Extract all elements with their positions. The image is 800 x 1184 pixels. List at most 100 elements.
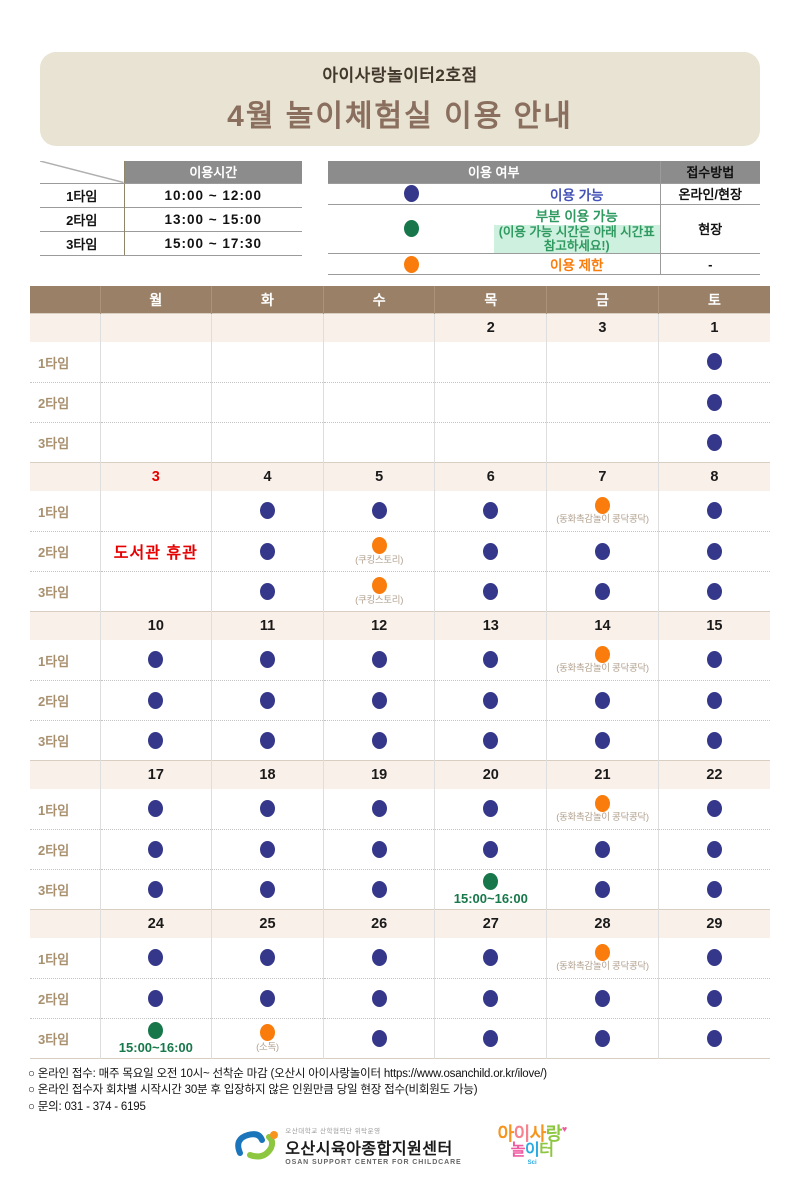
blue-status-dot-icon xyxy=(706,989,722,1007)
method-cell: - xyxy=(659,253,760,276)
time-slot-label: 3타임 xyxy=(40,230,124,256)
blue-status-dot-icon xyxy=(371,651,387,669)
osan-logo-subline: OSAN SUPPORT CENTER FOR CHILDCARE xyxy=(285,1158,462,1166)
calendar-cell xyxy=(211,680,324,721)
calendar-cell xyxy=(211,422,324,463)
date-row-label-cell xyxy=(30,312,100,343)
cell-caption: (동화촉감놀이 콩닥콩닥) xyxy=(556,812,649,824)
calendar-cell xyxy=(546,680,659,721)
calendar-cell: (동화촉감놀이 콩닥콩닥) xyxy=(546,491,659,532)
status-label-cell: 부분 이용 가능 (이용 가능 시간은 아래 시간표 참고하세요!) xyxy=(494,203,660,254)
legend-section: 이용시간 1타임 10:00 ~ 12:00 2타임 13:00 ~ 15:00 3타임… xyxy=(40,161,760,276)
calendar-cell xyxy=(546,531,659,572)
method-cell: 현장 xyxy=(659,203,760,254)
calendar-time-row: 2타임 xyxy=(30,680,770,721)
calendar-cell: (동화촉감놀이 콩닥콩닥) xyxy=(546,789,659,830)
blue-status-dot-icon xyxy=(259,800,275,818)
blue-status-dot-icon xyxy=(706,800,722,818)
calendar-cell xyxy=(211,720,324,761)
calendar-cell xyxy=(657,720,770,761)
status-label-cell: 이용 가능 xyxy=(550,187,604,203)
cell-caption: 15:00~16:00 xyxy=(453,890,528,906)
status-dot-cell xyxy=(328,253,494,276)
time-table-row: 3타임 15:00 ~ 17:30 xyxy=(40,230,302,256)
calendar-cell xyxy=(434,680,547,721)
calendar-cell xyxy=(434,571,547,612)
blue-status-dot-icon xyxy=(594,840,610,858)
calendar-time-row: 3타임 15:00~16:00 (소독) xyxy=(30,1018,770,1059)
note-line: ○ 문의: 031 - 374 - 6195 xyxy=(28,1101,146,1114)
date-cell: 1 xyxy=(657,312,770,343)
blue-status-dot-icon xyxy=(483,582,499,600)
time-slot-label: 2타임 xyxy=(40,206,124,231)
date-cell xyxy=(322,312,435,343)
time-row-label: 1타임 xyxy=(30,789,100,830)
blue-status-dot-icon xyxy=(148,989,164,1007)
blue-status-dot-icon xyxy=(706,731,722,749)
time-slot-label: 1타임 xyxy=(66,188,98,204)
calendar-time-row: 1타임 xyxy=(30,342,770,383)
day-header-수: 수 xyxy=(322,286,435,314)
date-cell: 4 xyxy=(211,461,324,492)
date-cell: 14 xyxy=(546,610,659,641)
status-row: 부분 이용 가능 (이용 가능 시간은 아래 시간표 참고하세요!) 현장 xyxy=(328,203,760,254)
notes-section: ○ 온라인 접수: 매주 목요일 오전 10시~ 선착순 마감 (오산시 아이사… xyxy=(28,1066,800,1116)
calendar-cell xyxy=(322,491,435,532)
day-header-월: 월 xyxy=(99,286,212,314)
calendar-cell xyxy=(434,422,547,463)
blue-status-dot-icon xyxy=(371,502,387,520)
calendar-cell: (쿠킹스토리) xyxy=(322,531,435,572)
blue-status-dot-icon xyxy=(259,691,275,709)
heart-icon: ♥ xyxy=(561,1123,567,1134)
date-cell xyxy=(99,312,212,343)
blue-status-dot-icon xyxy=(259,840,275,858)
blue-status-dot-icon xyxy=(148,731,164,749)
blue-status-dot-icon xyxy=(259,989,275,1007)
calendar-cell xyxy=(434,829,547,870)
time-row-label: 2타임 xyxy=(30,978,100,1019)
calendar-cell: 15:00~16:00 xyxy=(434,869,547,910)
date-cell: 12 xyxy=(322,610,435,641)
blue-status-dot-icon xyxy=(371,691,387,709)
orange-status-dot-icon xyxy=(403,255,419,273)
date-cell: 28 xyxy=(546,908,659,939)
status-col-header: 이용 여부 xyxy=(328,161,660,184)
orange-status-dot-icon xyxy=(594,645,610,663)
calendar-cell: (소독) xyxy=(211,1018,324,1059)
date-cell: 29 xyxy=(657,908,770,939)
green-status-dot-icon xyxy=(483,872,499,890)
calendar-cell xyxy=(99,938,212,979)
time-row-label: 2타임 xyxy=(30,531,100,572)
ilove-logo-mark: Sci xyxy=(527,1159,537,1166)
green-status-dot-icon xyxy=(403,220,419,238)
calendar-cell xyxy=(99,789,212,830)
calendar-cell xyxy=(434,640,547,681)
time-row-label: 3타임 xyxy=(30,571,100,612)
date-cell: 13 xyxy=(434,610,547,641)
calendar-cell xyxy=(546,720,659,761)
ilove-playground-logo: 아이사랑♥ 놀이터 Sci xyxy=(498,1123,568,1166)
blue-status-dot-icon xyxy=(483,840,499,858)
time-row-label: 2타임 xyxy=(30,829,100,870)
date-cell: 24 xyxy=(99,908,212,939)
blue-status-dot-icon xyxy=(148,800,164,818)
page-title: 4월 놀이체험실 이용 안내 xyxy=(227,100,573,133)
blue-status-dot-icon xyxy=(594,731,610,749)
footer-logos: 오산대학교 산학협력단 위탁운영 오산시육아종합지원센터 OSAN SUPPOR… xyxy=(0,1123,800,1166)
calendar-date-row: 24 25 26 27 28 29 xyxy=(30,908,770,939)
time-row-label: 1타임 xyxy=(30,938,100,979)
orange-status-dot-icon xyxy=(259,1023,275,1041)
calendar-cell xyxy=(657,531,770,572)
calendar-cell: (동화촉감놀이 콩닥콩닥) xyxy=(546,938,659,979)
blue-status-dot-icon xyxy=(594,582,610,600)
calendar-time-row: 1타임 (동화촉감놀이 콩닥콩닥) xyxy=(30,640,770,681)
calendar-cell xyxy=(211,382,324,423)
calendar-table: 월 화 수 목 금 토 2 3 1 1타임 2타임 3타임 3 4 5 6 7 8 1타임 (동화촉감놀이 콩닥콩닥)… xyxy=(30,286,770,1059)
calendar-cell xyxy=(322,829,435,870)
note-line: ○ 온라인 접수: 매주 목요일 오전 10시~ 선착순 마감 (오산시 아이사… xyxy=(28,1067,547,1080)
calendar-cell xyxy=(322,789,435,830)
date-cell: 8 xyxy=(657,461,770,492)
cell-caption: (동화촉감놀이 콩닥콩닥) xyxy=(556,961,649,973)
cell-caption: (쿠킹스토리) xyxy=(355,594,404,606)
calendar-time-row: 3타임 15:00~16:00 xyxy=(30,869,770,910)
